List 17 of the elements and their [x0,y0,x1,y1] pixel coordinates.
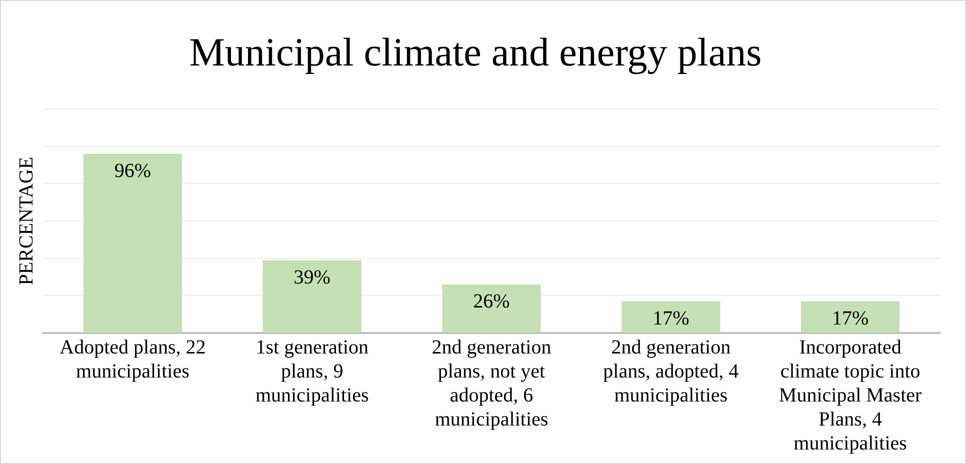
y-axis-title: PERCENTAGE [15,156,38,286]
bar [622,301,720,332]
bar [83,154,182,332]
chart-title: Municipal climate and energy plans [189,30,762,74]
data-label: 17% [652,308,690,330]
x-tick-label: Adopted plans, 22 municipalities [60,336,206,382]
data-label: 39% [294,266,330,288]
data-label: 17% [832,308,869,330]
bar [262,260,362,332]
x-tick-label: Incorporated climate topic into Municipal Master Plans, 4 municipalities [778,336,922,454]
data-label: 96% [114,160,152,182]
data-label: 26% [473,290,510,313]
bar [442,284,541,332]
bar [800,301,900,332]
x-tick-label: 2nd generation plans, not yet adopted, 6 municipalities [432,336,552,430]
x-tick-label: 2nd generation plans, adopted, 4 municipalities [603,336,739,406]
x-tick-label: 1st generation plans, 9 municipalities [255,336,369,406]
